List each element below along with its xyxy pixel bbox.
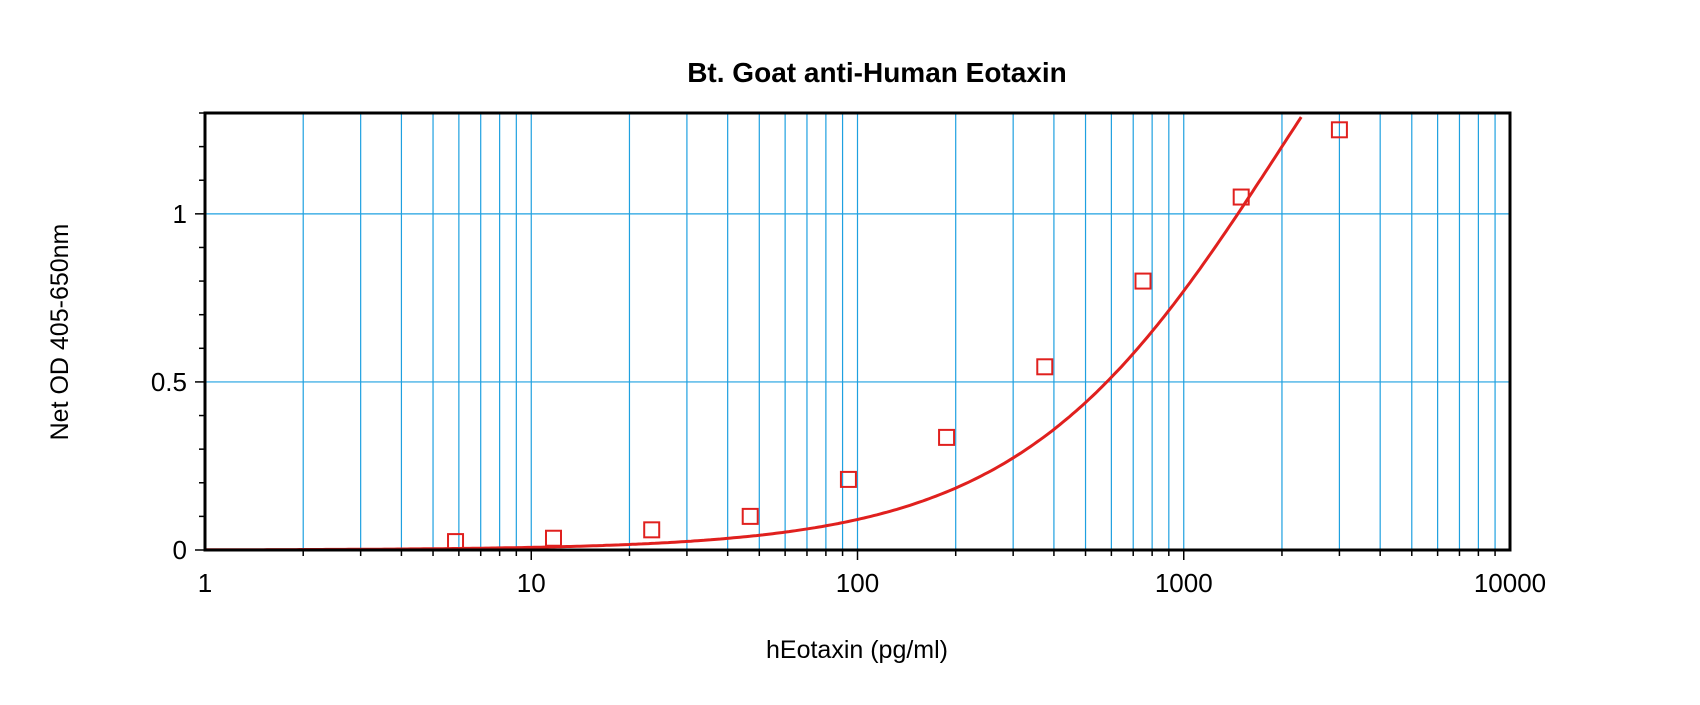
data-points-layer bbox=[447, 121, 1348, 551]
fit-curve bbox=[205, 116, 1303, 552]
chart-title: Bt. Goat anti-Human Eotaxin bbox=[687, 57, 1067, 88]
y-axis-label: Net OD 405-650nm bbox=[46, 224, 74, 441]
y-tick-label: 1 bbox=[173, 199, 187, 229]
data-point-marker bbox=[741, 507, 759, 525]
data-point-marker bbox=[643, 521, 661, 539]
y-tick-label: 0 bbox=[173, 535, 187, 565]
x-tick-label: 1 bbox=[198, 568, 212, 598]
data-point-marker bbox=[938, 428, 956, 446]
grid-lines bbox=[205, 113, 1510, 550]
x-tick-label: 10000 bbox=[1474, 568, 1546, 598]
plot-area-frame bbox=[203, 111, 1512, 552]
y-tick-label: 0.5 bbox=[151, 367, 187, 397]
data-point-marker bbox=[1036, 358, 1054, 376]
x-tick-label: 100 bbox=[836, 568, 879, 598]
data-point-marker bbox=[1232, 188, 1250, 206]
data-point-marker bbox=[1134, 272, 1152, 290]
data-point-marker bbox=[447, 533, 465, 551]
axis-ticks: 1 10 100 1000 10000 0 0.5 1 bbox=[151, 112, 1546, 598]
fit-curve-layer bbox=[205, 116, 1303, 552]
x-tick-label: 10 bbox=[517, 568, 546, 598]
x-tick-label: 1000 bbox=[1155, 568, 1213, 598]
x-axis-label: hEotaxin (pg/ml) bbox=[766, 636, 948, 664]
data-point-marker bbox=[1330, 121, 1348, 139]
data-point-marker bbox=[839, 470, 857, 488]
data-point-marker bbox=[544, 529, 562, 547]
